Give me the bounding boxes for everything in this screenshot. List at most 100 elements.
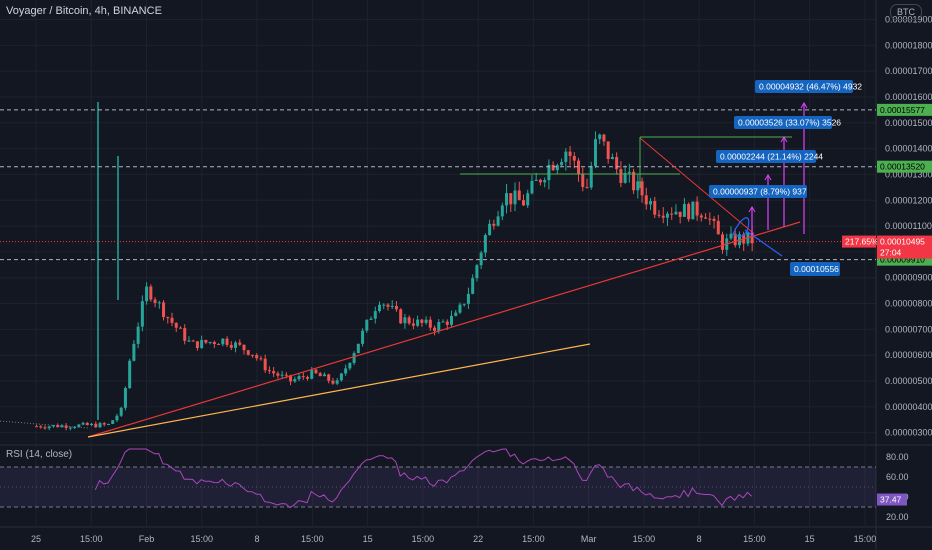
candle-body (119, 407, 123, 416)
time-tick-label: 15:00 (191, 534, 214, 544)
candle-body (547, 164, 551, 181)
candle-body (433, 327, 437, 331)
time-tick-label: 15:00 (412, 534, 435, 544)
candle-body (221, 338, 225, 345)
projection-box (734, 116, 832, 129)
price-tick-label: 0.00000600 (885, 350, 932, 360)
candle-body (115, 415, 119, 421)
percent-label-bg (842, 235, 876, 248)
rsi-line (94, 448, 753, 509)
price-tick-label: 0.00000800 (885, 299, 932, 309)
candle-body (369, 318, 373, 320)
price-tick-label: 0.00000500 (885, 376, 932, 386)
candle-body (492, 223, 496, 226)
candle-body (636, 181, 640, 191)
candle-body (90, 423, 94, 426)
time-tick-label: Mar (581, 534, 597, 544)
candle-body (530, 180, 534, 194)
time-tick-label: Feb (139, 534, 155, 544)
rsi-tick-label: 20.00 (886, 512, 909, 522)
candle-body (386, 304, 390, 307)
target-label: 0.00010556 (794, 264, 839, 274)
price-tick-label: 0.00001300 (885, 169, 932, 179)
candle-body (483, 235, 487, 253)
time-tick-label: 15:00 (633, 534, 656, 544)
candle-body (471, 278, 475, 294)
level-label: 0.00009910 (880, 255, 925, 265)
candle-body (665, 213, 669, 218)
candle-body (445, 321, 449, 325)
price-tick-label: 0.00001700 (885, 66, 932, 76)
candle-body (318, 373, 322, 377)
candle-body (149, 286, 153, 300)
candle-body (255, 354, 259, 359)
candle-body (517, 190, 521, 201)
candle-body (729, 233, 733, 239)
price-axis[interactable]: 0.000019000.000018000.000017000.00001600… (885, 14, 932, 437)
candle-body (293, 379, 297, 382)
candle-body (140, 301, 144, 327)
time-tick-label: 22 (473, 534, 483, 544)
candle-body (344, 368, 348, 374)
candle-body (534, 179, 538, 181)
projection-label: 0.00002244 (21.14%) 2244 (720, 152, 823, 162)
countdown-label: 27:04 (880, 248, 902, 258)
candle-body (327, 374, 331, 381)
candle-body (335, 380, 339, 384)
lower-trendline (87, 343, 591, 438)
rsi-tick-label: 60.00 (886, 472, 909, 482)
candle-body (577, 160, 581, 174)
candle-body (644, 195, 648, 205)
level-label-bg (877, 160, 932, 173)
candle-body (373, 311, 377, 319)
candle-body (615, 157, 619, 170)
candle-body (361, 330, 365, 344)
candle-body (521, 200, 525, 206)
candle-body (466, 293, 470, 304)
candle-body (513, 190, 517, 205)
candle-body (378, 304, 382, 312)
currency-badge[interactable]: BTC (890, 4, 922, 20)
candle-body (581, 173, 585, 188)
candle-body (704, 217, 708, 219)
price-tick-label: 0.00001500 (885, 118, 932, 128)
candle-body (272, 371, 276, 374)
projection-label: 0.00004932 (46.47%) 4932 (759, 82, 862, 92)
candle-body (640, 181, 644, 196)
range-line (0, 420, 89, 429)
candle-body (284, 374, 288, 376)
time-axis[interactable]: 25 15:00 Feb 15:00 8 15:00 15 15:00 22 15:00 Mar 15… (31, 534, 876, 544)
candle-body (699, 215, 703, 218)
candle-body (462, 303, 466, 305)
candle-body (306, 377, 310, 379)
candle-body (610, 157, 614, 159)
candle-body (653, 201, 657, 215)
candle-body (128, 360, 132, 389)
candle-body (94, 423, 98, 428)
candle-body (263, 358, 267, 371)
candle-body (310, 369, 314, 379)
candle-body (339, 373, 343, 381)
candle-body (649, 201, 653, 205)
projection-box (709, 185, 807, 198)
candle-body (691, 201, 695, 220)
candle-body (183, 328, 187, 341)
candle-body (111, 420, 115, 424)
time-tick-label: 15 (363, 534, 373, 544)
time-tick-label: 15 (805, 534, 815, 544)
level-label-bg (877, 103, 932, 116)
candle-body (454, 312, 458, 316)
candle-body (39, 426, 43, 428)
candle-body (234, 342, 238, 348)
arrow-head (748, 206, 756, 213)
candle-body (157, 302, 161, 304)
candle-body (35, 426, 38, 428)
time-tick-label: 8 (255, 534, 260, 544)
projection-label: 0.00000937 (8.79%) 937 (713, 187, 807, 197)
candle-body (560, 161, 564, 166)
candle-body (132, 343, 136, 361)
price-tick-label: 0.00001600 (885, 92, 932, 102)
candle-body (145, 286, 149, 302)
